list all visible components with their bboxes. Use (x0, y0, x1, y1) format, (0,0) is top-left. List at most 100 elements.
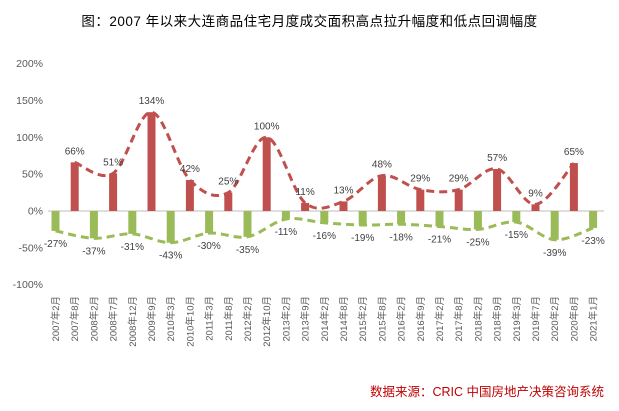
x-axis-label: 2015年8月 (376, 296, 388, 341)
x-axis-label: 2018年2月 (472, 296, 484, 341)
x-axis-label: 2010年3月 (165, 296, 177, 341)
data-label: 25% (218, 177, 238, 188)
x-axis-label: 2014年8月 (338, 296, 350, 341)
y-axis-label: 50% (22, 169, 43, 181)
x-axis-label: 2021年1月 (588, 296, 600, 341)
data-label: -23% (581, 236, 604, 247)
x-axis-label: 2012年10月 (261, 296, 273, 347)
data-label: 134% (139, 96, 165, 107)
x-axis-label: 2019年3月 (511, 296, 523, 341)
peak-bar (301, 202, 310, 211)
peak-bar (569, 163, 578, 211)
x-axis-label: 2007年2月 (50, 296, 62, 341)
peak-bar (454, 189, 463, 211)
trough-bar (550, 211, 559, 240)
peak-bar (262, 137, 271, 211)
data-label: -31% (121, 242, 144, 253)
data-label: -18% (389, 232, 412, 243)
x-axis-label: 2017年2月 (434, 296, 446, 341)
peak-bar (185, 180, 194, 211)
peak-bar (109, 173, 118, 211)
y-axis-label: 200% (16, 58, 43, 70)
trough-bar (166, 211, 175, 243)
data-label: -19% (351, 233, 374, 244)
y-axis-label: 150% (16, 95, 43, 107)
x-axis-label: 2018年9月 (492, 296, 504, 341)
data-label: 57% (487, 153, 507, 164)
data-label: 29% (449, 174, 469, 185)
data-label: 9% (528, 188, 543, 199)
data-label: -39% (543, 248, 566, 259)
peak-bar (147, 112, 156, 211)
trough-bar (589, 211, 598, 228)
trough-trend-line (55, 217, 594, 245)
data-label: 13% (333, 185, 353, 196)
x-axis-label: 2020年2月 (549, 296, 561, 341)
trough-bar (89, 211, 98, 239)
trough-bar (320, 211, 329, 223)
data-label: 29% (410, 174, 430, 185)
peak-bar (70, 162, 79, 211)
x-axis-label: 2008年2月 (88, 296, 100, 341)
trough-bar (473, 211, 482, 230)
data-label: -11% (275, 227, 298, 238)
data-label: 48% (372, 160, 392, 171)
y-axis-label: 0% (28, 206, 43, 218)
x-axis-label: 2011年8月 (223, 296, 235, 341)
data-label: -21% (428, 234, 451, 245)
trough-bar (243, 211, 252, 237)
x-axis-label: 2015年2月 (357, 296, 369, 341)
data-label: -43% (159, 251, 182, 262)
peak-bar (339, 201, 348, 211)
x-axis-label: 2008年7月 (108, 296, 120, 341)
x-axis-label: 2017年8月 (453, 296, 465, 341)
trough-bar (397, 211, 406, 225)
trough-bar (51, 211, 60, 231)
trough-bar (128, 211, 137, 234)
peak-trend-line (74, 110, 576, 210)
data-label: -27% (44, 239, 67, 250)
x-axis-label: 2009年9月 (146, 296, 158, 341)
x-axis-label: 2020年8月 (568, 296, 580, 341)
data-label: -16% (313, 231, 336, 242)
chart-title: 图：2007 年以来大连商品住宅月度成交面积高点拉升幅度和低点回调幅度 (81, 14, 538, 29)
x-axis-label: 2013年2月 (280, 296, 292, 341)
data-label: 66% (65, 146, 85, 157)
peak-bar (377, 175, 386, 211)
trough-bar (512, 211, 521, 223)
x-axis-label: 2016年9月 (415, 296, 427, 341)
data-label: 51% (103, 157, 123, 168)
x-axis-label: 2008年12月 (127, 296, 139, 347)
y-axis-label: 100% (16, 132, 43, 144)
trough-bar (281, 211, 290, 220)
data-label: 100% (254, 121, 280, 132)
trough-bar (435, 211, 444, 227)
x-axis-label: 2014年2月 (319, 296, 331, 341)
x-axis-label: 2010年10月 (184, 296, 196, 347)
data-label: 42% (180, 164, 200, 175)
data-label: 65% (564, 147, 584, 158)
peak-bar (416, 189, 425, 211)
data-label: 11% (295, 187, 314, 198)
x-axis-label: 2013年9月 (300, 296, 312, 341)
x-axis-label: 2016年2月 (396, 296, 408, 341)
data-label: -25% (466, 237, 489, 248)
x-axis-label: 2019年7月 (530, 296, 542, 341)
data-label: -30% (197, 241, 220, 252)
y-axis-label: -100% (13, 279, 43, 291)
peak-bar (493, 168, 502, 211)
peak-bar (224, 192, 233, 211)
data-label: -37% (82, 246, 105, 257)
x-axis-label: 2011年3月 (204, 296, 216, 341)
trough-bar (205, 211, 214, 234)
data-label: -35% (236, 245, 259, 256)
x-axis-label: 2012年2月 (242, 296, 254, 341)
data-source-note: 数据来源：CRIC 中国房地产决策咨询系统 (369, 385, 604, 399)
data-label: -15% (505, 230, 528, 241)
peak-bar (531, 204, 540, 211)
trough-bar (358, 211, 367, 226)
x-axis-label: 2007年8月 (69, 296, 81, 341)
y-axis-label: -50% (18, 242, 43, 254)
